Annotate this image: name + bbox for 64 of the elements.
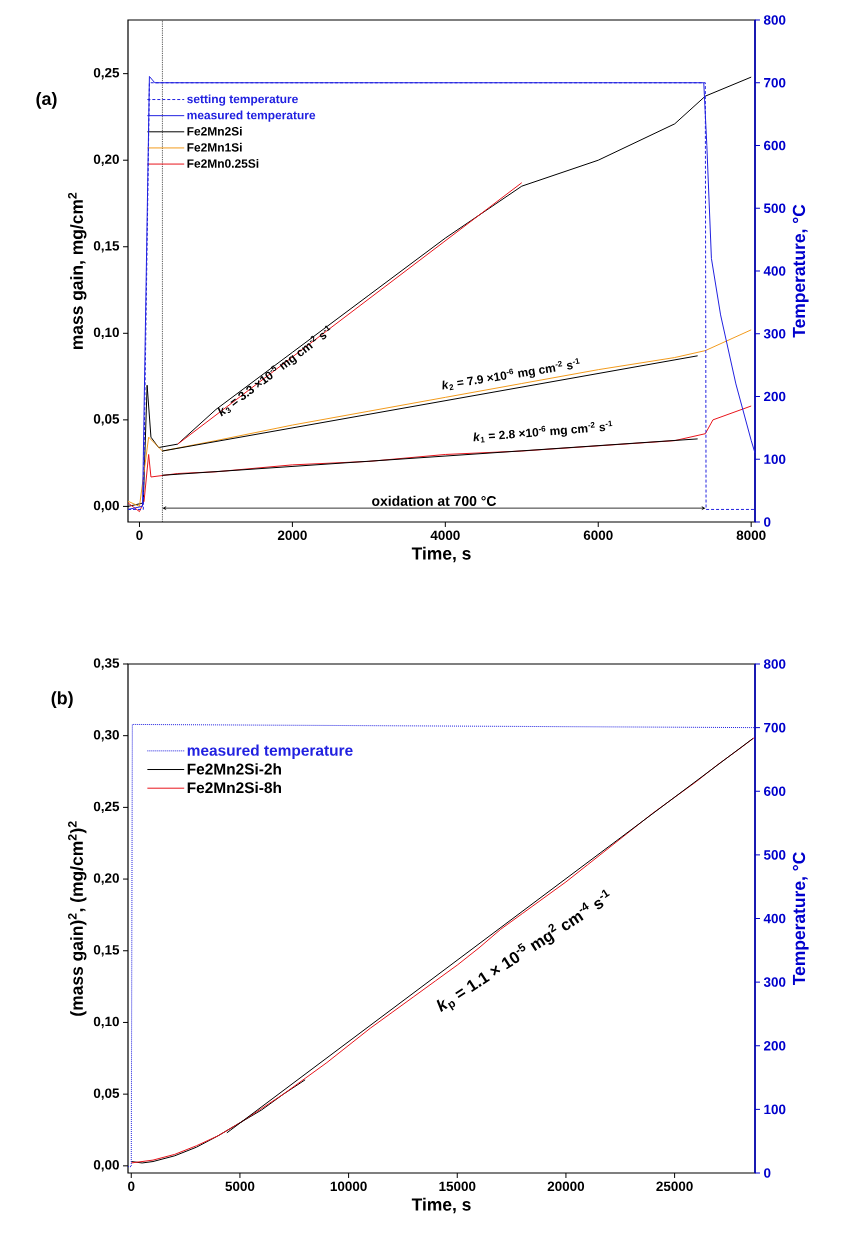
legend-label: measured temperature <box>187 110 316 122</box>
x-axis-title: Time, s <box>411 546 471 563</box>
y-tick-label: 0,10 <box>93 1016 119 1029</box>
y2-tick-label: 400 <box>763 913 786 924</box>
annotation: k$_{3}$ = 3.3 ×10$^{-5}$ mg cm$^{-2}$ s$^{-1}$ <box>217 325 331 417</box>
annotation: oxidation at 700 °C <box>372 495 497 506</box>
x-tick-label: 25000 <box>656 1181 693 1192</box>
y-tick-label: 0,00 <box>93 1160 119 1172</box>
y2-tick-label: 800 <box>763 15 786 25</box>
y-tick-label: 0,05 <box>93 414 120 426</box>
x-tick-label: 4000 <box>430 530 460 541</box>
y2-axis-title: Temperature, °C <box>792 852 809 986</box>
y-tick-label: 0,25 <box>93 67 120 80</box>
annotation: k$_{1}$ = 2.8 ×10$^{-6}$ mg cm$^{-2}$ s$^{-1}$ <box>473 420 613 443</box>
y2-tick-label: 300 <box>763 328 786 339</box>
y2-tick-label: 200 <box>763 1040 786 1051</box>
text: (b) <box>51 691 73 708</box>
x-tick-label: 20000 <box>547 1181 585 1192</box>
legend-label: Fe2Mn0.25Si <box>187 159 259 168</box>
y-axis-title: (mass gain)$^{2}$, (mg/cm$^{2}$)$^{2}$ <box>68 821 87 1016</box>
y-tick-label: 0,30 <box>93 729 119 742</box>
text: (a) <box>36 91 57 109</box>
y2-tick-label: 500 <box>763 203 786 213</box>
y2-tick-label: 200 <box>763 391 786 402</box>
y2-tick-label: 100 <box>764 454 786 464</box>
y2-tick-label: 700 <box>764 77 786 88</box>
annotation: k$_{2}$ = 7.9 ×10$^{-6}$ mg cm$^{-2}$ s$^{-1}$ <box>442 358 580 391</box>
x-tick-label: 15000 <box>439 1181 476 1192</box>
legend-label: Fe2Mn1Si <box>187 142 242 152</box>
y-tick-label: 0,25 <box>93 801 120 814</box>
x-tick-label: 2000 <box>277 530 307 541</box>
x-tick-label: 10000 <box>330 1181 367 1192</box>
legend-label: Fe2Mn2Si-2h <box>187 763 281 775</box>
y2-tick-label: 500 <box>763 850 786 860</box>
legend-label: Fe2Mn2Si-8h <box>187 781 281 794</box>
y-tick-label: 0,20 <box>93 873 119 885</box>
y-tick-label: 0,00 <box>93 500 119 513</box>
y2-tick-label: 300 <box>763 977 786 987</box>
x-tick-label: 5000 <box>225 1181 255 1192</box>
y2-tick-label: 400 <box>763 266 786 276</box>
y-tick-label: 0,10 <box>93 327 119 340</box>
y2-tick-label: 600 <box>764 786 786 797</box>
y-tick-label: 0,20 <box>93 154 119 166</box>
x-tick-label: 6000 <box>583 530 613 541</box>
y2-tick-label: 0 <box>764 517 771 527</box>
y2-tick-label: 0 <box>764 1168 771 1178</box>
legend-label: setting temperature <box>187 94 298 106</box>
y2-tick-label: 600 <box>764 140 786 151</box>
x-axis-title: Time, s <box>411 1197 471 1214</box>
y2-tick-label: 100 <box>764 1104 786 1115</box>
y2-axis-title: Temperature, °C <box>792 204 809 338</box>
y-axis-title: mass gain, mg/cm$^{2}$ <box>68 192 87 350</box>
legend-label: measured temperature <box>187 744 353 759</box>
x-tick-label: 0 <box>136 530 143 541</box>
x-tick-label: 8000 <box>736 530 766 541</box>
y-tick-label: 0,15 <box>93 241 120 253</box>
y-tick-label: 0,15 <box>93 945 120 957</box>
y2-tick-label: 800 <box>763 659 786 669</box>
y-tick-label: 0,05 <box>93 1088 120 1100</box>
y-tick-label: 0,35 <box>93 658 120 670</box>
legend-label: Fe2Mn2Si <box>187 126 242 136</box>
x-tick-label: 0 <box>128 1181 135 1192</box>
y2-tick-label: 700 <box>764 722 786 733</box>
text: k$_{p}$ = 1.1 × 10$^{-5}$ mg$^{2}$ cm$^{-4}$ s$^{-1}$ <box>436 889 610 1013</box>
